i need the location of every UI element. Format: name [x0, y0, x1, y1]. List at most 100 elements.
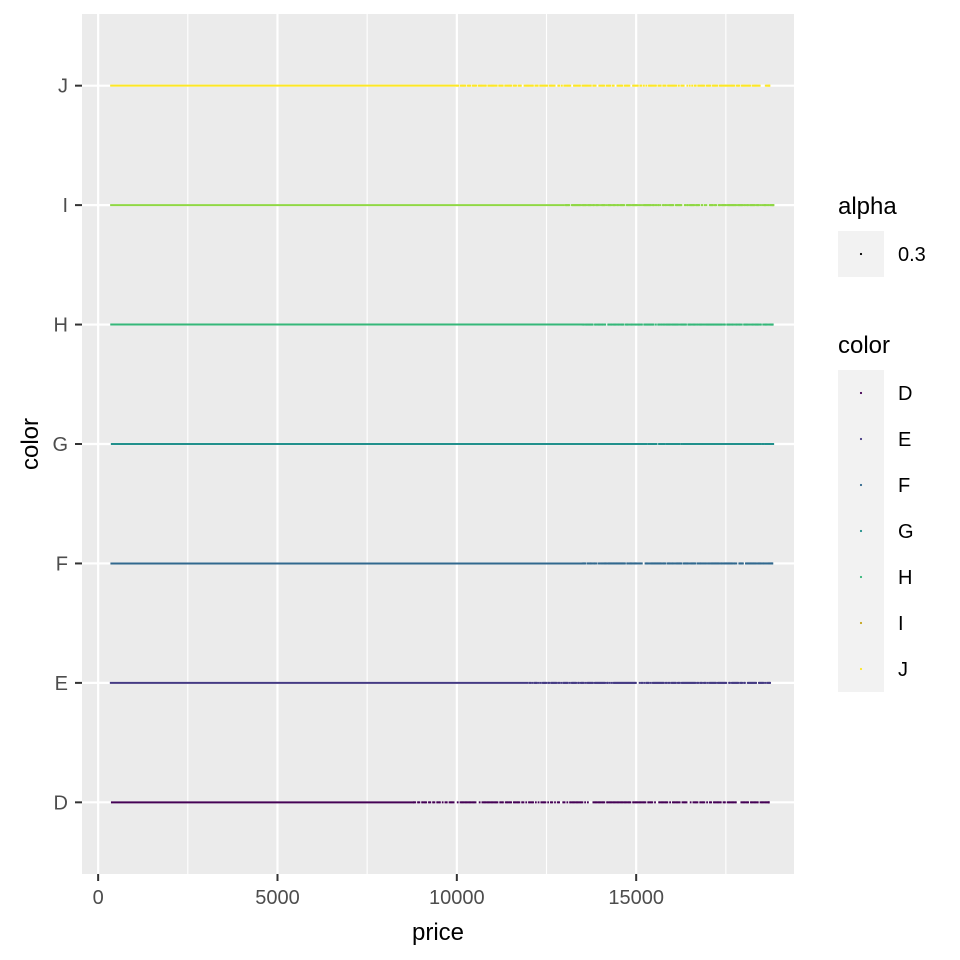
data-point [660, 681, 662, 684]
data-point [528, 681, 531, 684]
data-point [719, 443, 722, 445]
legend-label: J [898, 659, 908, 681]
data-point [726, 801, 729, 804]
data-point [733, 681, 736, 684]
data-point [678, 443, 681, 445]
data-point [582, 84, 585, 87]
data-point [558, 84, 561, 87]
data-point [728, 681, 730, 684]
data-point [756, 801, 759, 804]
data-point [702, 801, 704, 804]
data-point [604, 323, 607, 326]
data-point [583, 323, 585, 326]
data-point [436, 801, 439, 804]
data-point [628, 681, 631, 684]
data-point [588, 681, 591, 684]
data-point [550, 84, 552, 87]
data-point [716, 84, 719, 87]
data-point [647, 84, 650, 87]
x-tick-label: 10000 [429, 887, 485, 909]
data-point [753, 681, 756, 684]
data-point [645, 84, 648, 87]
data-point [646, 681, 648, 684]
data-point [767, 681, 770, 684]
data-point [592, 801, 595, 804]
data-point [500, 801, 503, 804]
data-point [760, 562, 763, 565]
data-point [645, 443, 648, 445]
data-point [667, 443, 670, 445]
data-point [562, 681, 565, 684]
data-point [742, 443, 745, 445]
data-point [552, 84, 555, 87]
data-point [709, 84, 712, 87]
data-point [593, 204, 596, 207]
data-point [706, 562, 708, 565]
data-point [621, 84, 624, 87]
data-point [456, 84, 458, 87]
data-point [604, 681, 607, 684]
data-point [687, 204, 689, 207]
data-point [757, 204, 760, 207]
data-point [578, 801, 581, 804]
data-point [733, 323, 736, 326]
data-point [547, 801, 550, 804]
data-point [747, 801, 750, 804]
data-point [715, 801, 718, 804]
data-point [752, 681, 755, 684]
data-point [733, 562, 736, 565]
data-point [581, 84, 584, 87]
data-point [594, 562, 596, 565]
data-point [634, 681, 636, 684]
data-point [708, 84, 710, 87]
data-point [722, 443, 724, 445]
data-point [439, 801, 441, 804]
data-point [618, 801, 621, 804]
data-point [504, 84, 507, 87]
data-point [650, 801, 652, 804]
series-G [110, 443, 775, 445]
data-point [701, 443, 703, 445]
data-point [585, 84, 587, 87]
data-point [674, 801, 677, 804]
data-point [558, 801, 561, 804]
data-point [681, 681, 684, 684]
data-point [536, 681, 538, 684]
data-point [701, 204, 704, 207]
data-point [735, 562, 738, 565]
data-point [518, 84, 521, 87]
data-point [452, 801, 455, 804]
data-point [660, 562, 663, 565]
data-point [542, 84, 545, 87]
data-point [563, 84, 566, 87]
data-point [501, 84, 504, 87]
data-point [765, 204, 768, 207]
data-point [728, 84, 731, 87]
data-point [614, 801, 617, 804]
data-point [668, 681, 671, 684]
data-point [595, 323, 598, 326]
data-point [630, 681, 633, 684]
data-point [610, 681, 613, 684]
data-point [612, 681, 615, 684]
data-point [713, 681, 716, 684]
data-point [736, 681, 739, 684]
series-D [110, 801, 770, 804]
data-point [606, 681, 608, 684]
data-point [722, 681, 725, 684]
data-point [563, 801, 566, 804]
data-point [562, 801, 565, 804]
data-point [671, 681, 674, 684]
data-point [429, 801, 432, 804]
data-point [474, 84, 476, 87]
data-point [568, 204, 571, 207]
data-point [552, 681, 555, 684]
data-point [765, 323, 768, 326]
data-point [676, 681, 679, 684]
data-point [674, 681, 676, 684]
data-point [581, 801, 584, 804]
data-point [753, 84, 756, 87]
data-point [745, 801, 748, 804]
data-point [425, 801, 428, 804]
data-point [629, 443, 632, 445]
